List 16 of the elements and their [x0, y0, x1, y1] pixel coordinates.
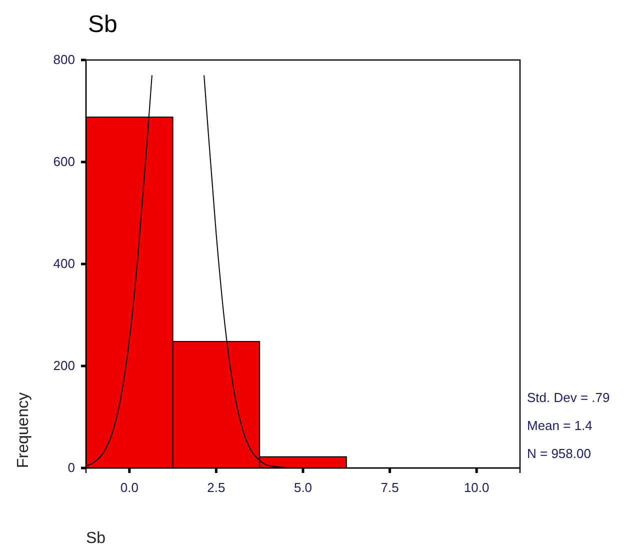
text: Mean = 1.4: [527, 418, 592, 433]
y-tick-label: 0: [68, 460, 75, 476]
x-tick-label: 0.0: [120, 480, 138, 496]
y-tick-label: 400: [53, 256, 75, 272]
x-tick-label: 5.0: [294, 480, 312, 496]
y-tick-label: 600: [53, 154, 75, 170]
y-tick-label: 200: [53, 358, 75, 374]
x-tick-label: 10.0: [464, 480, 490, 496]
x-axis-title: Sb: [86, 530, 106, 547]
chart-title: Sb: [88, 11, 118, 38]
y-axis-title: Frequency: [15, 392, 32, 468]
text: Std. Dev = .79: [527, 390, 610, 405]
x-tick-label: 7.5: [380, 480, 399, 496]
text: N = 958.00: [527, 446, 591, 461]
y-tick-label: 800: [53, 52, 75, 68]
x-tick-label: 2.5: [207, 480, 226, 496]
